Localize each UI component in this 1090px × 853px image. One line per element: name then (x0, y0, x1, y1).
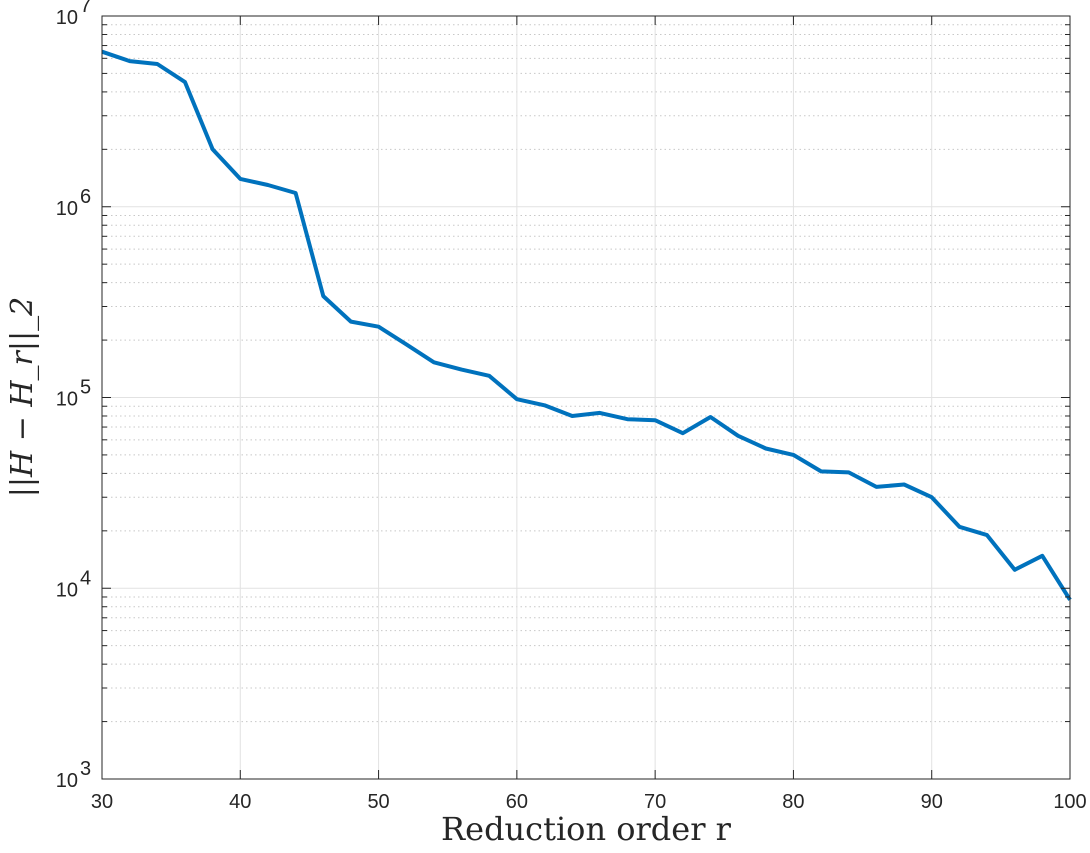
series-line (101, 49, 1072, 601)
x-tick-label: 40 (229, 791, 251, 813)
y-tick-exponent: 6 (80, 186, 91, 208)
x-tick-label: 80 (782, 791, 804, 813)
tick-marks (101, 15, 1071, 780)
y-axis-label: ||H − H_r||_2 (5, 297, 40, 497)
y-tick-label: 10 (56, 389, 78, 411)
y-tick-label: 10 (56, 770, 78, 792)
x-tick-label: 100 (1053, 791, 1086, 813)
y-tick-exponent: 4 (80, 567, 91, 589)
y-tick-exponent: 7 (80, 0, 91, 17)
x-tick-label: 30 (91, 791, 113, 813)
series-layer (101, 49, 1072, 601)
x-tick-label: 70 (644, 791, 666, 813)
y-tick-label: 10 (56, 7, 78, 29)
x-axis-label: Reduction order r (441, 810, 732, 848)
x-tick-label: 50 (367, 791, 389, 813)
y-tick-label: 10 (56, 579, 78, 601)
y-tick-label: 10 (56, 198, 78, 220)
x-tick-label: 60 (506, 791, 528, 813)
x-tick-label: 90 (921, 791, 943, 813)
y-tick-exponent: 5 (80, 377, 91, 399)
y-tick-exponent: 3 (80, 758, 91, 780)
minor-grid (102, 24, 1070, 723)
x-tick-labels: 30 40 50 60 70 80 90 100 (91, 791, 1087, 813)
